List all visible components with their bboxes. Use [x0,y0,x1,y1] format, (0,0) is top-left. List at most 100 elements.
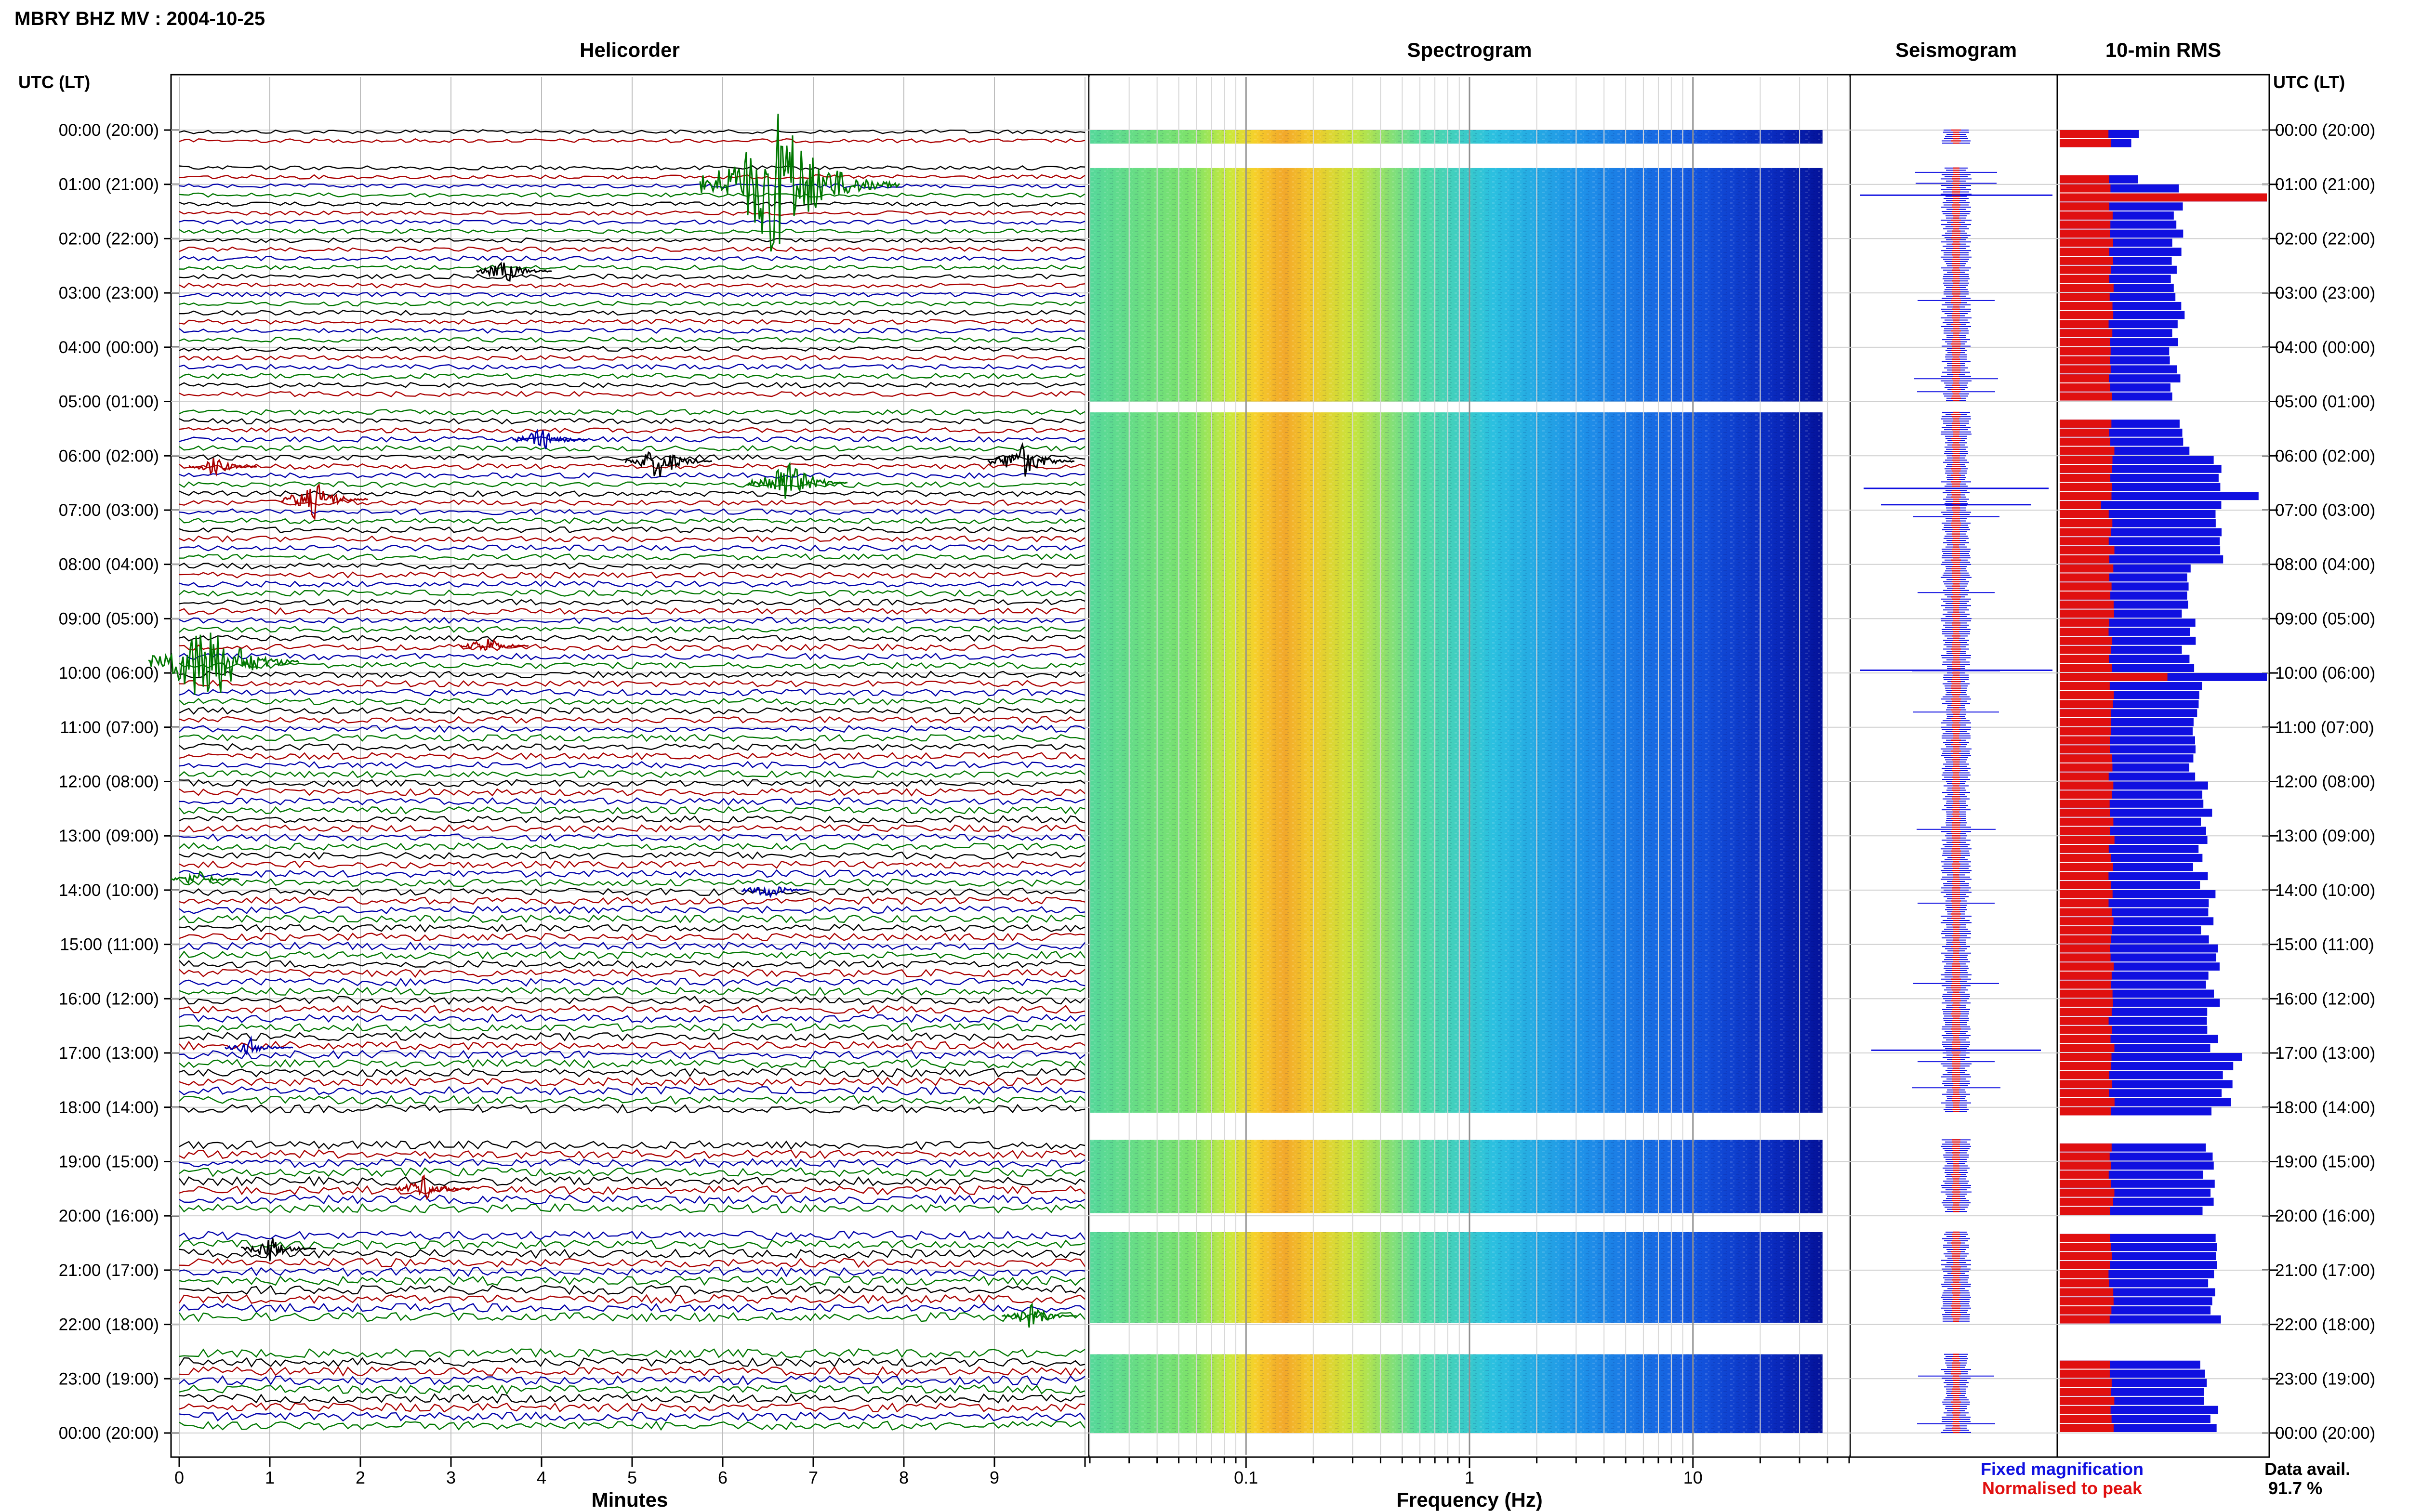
helicorder-trace-line [179,752,1085,760]
rms-normalised-bar [2060,592,2111,600]
helicorder-trace-line [179,806,1085,815]
helicorder-trace-line [179,381,1085,389]
helicorder-trace-line [179,192,1085,198]
helicorder-trace-line [179,734,1085,742]
rms-normalised-bar [2060,700,2113,709]
rms-normalised-bar [2060,1026,2112,1034]
helicorder-trace-line [179,1348,1085,1358]
rms-bars [2060,130,2267,1432]
right-time-tick-8: 08:00 (04:00) [2275,555,2375,574]
helicorder-event-15 [1001,1302,1077,1328]
rms-normalised-bar [2060,501,2101,509]
rms-normalised-bar [2060,718,2111,726]
helicorder-x-tick-6: 6 [718,1468,728,1487]
helicorder-trace-line [179,643,1085,652]
right-time-tick-20: 20:00 (16:00) [2275,1207,2375,1225]
helicorder-trace-line [179,661,1085,670]
helicorder-event-3 [624,451,713,477]
right-time-tick-18: 18:00 (14:00) [2275,1098,2375,1117]
helicorder-event-11 [741,886,810,899]
left-time-tick-4: 04:00 (00:00) [59,338,159,357]
rms-normalised-bar [2060,1016,2109,1025]
rms-normalised-bar [2060,284,2114,292]
rms-normalised-bar [2060,754,2113,763]
rms-normalised-bar [2060,1406,2111,1414]
left-time-tick-20: 20:00 (16:00) [59,1207,159,1225]
helicorder-trace-line [179,463,1085,470]
helicorder-trace-line [179,761,1085,769]
rms-normalised-bar [2060,1062,2112,1070]
helicorder-trace-line [179,364,1085,370]
rms-normalised-bar [2060,175,2109,184]
right-time-tick-1: 01:00 (21:00) [2275,175,2375,194]
helicorder-x-tick-8: 8 [899,1468,909,1487]
spectrogram-block-noise-5 [1090,1354,1823,1433]
helicorder-trace-line [179,1050,1085,1060]
left-time-tick-17: 17:00 (13:00) [59,1044,159,1063]
helicorder-trace-line [179,246,1085,252]
helicorder-trace-line [179,896,1085,906]
helicorder-trace-line [179,652,1085,660]
rms-normalised-bar [2060,248,2109,256]
rms-normalised-bar [2060,564,2114,573]
helicorder-trace-line [179,878,1085,887]
spectrogram-block-noise-1 [1090,168,1823,402]
rms-normalised-bar [2060,655,2109,663]
helicorder-x-tick-0: 0 [174,1468,184,1487]
helicorder-trace-line [179,165,1085,171]
right-time-tick-11: 11:00 (07:00) [2275,718,2374,737]
helicorder-trace-line [179,553,1085,561]
helicorder-event-12 [224,1035,293,1056]
rms-normalised-bar [2060,1071,2109,1079]
right-time-tick-4: 04:00 (00:00) [2275,338,2375,357]
helicorder-trace-line [179,445,1085,452]
left-time-tick-23: 23:00 (19:00) [59,1369,159,1388]
helicorder-trace-line [179,1258,1085,1268]
rms-normalised-bar [2060,130,2109,138]
helicorder-trace-line [179,1203,1085,1214]
helicorder-trace-line [179,255,1085,262]
helicorder-trace-line [179,960,1085,969]
seismogram-panel-title: Seismogram [1895,39,2017,61]
rms-normalised-bar [2060,1161,2111,1170]
rms-normalised-bar [2060,890,2113,898]
helicorder-trace-line [179,1302,1085,1313]
rms-normalised-bar [2060,220,2111,229]
rms-normalised-bar [2060,1388,2111,1396]
helicorder-event-6 [747,461,848,499]
rms-normalised-bar [2060,600,2114,609]
helicorder-x-tick-2: 2 [356,1468,365,1487]
rms-normalised-bar [2060,1360,2110,1369]
rms-normalised-bar [2060,193,2267,202]
rms-normalised-bar [2060,293,2110,301]
rms-normalised-bar [2060,836,2115,844]
helicorder-trace-line [179,1194,1085,1205]
rms-normalised-bar [2060,582,2112,591]
spectrogram-block-noise-4 [1090,1232,1823,1323]
helicorder-trace-line [179,174,1085,180]
rms-normalised-bar [2060,1008,2112,1016]
rms-panel-title: 10-min RMS [2105,39,2221,61]
helicorder-trace-line [179,1104,1085,1114]
helicorder-trace-line [179,544,1085,552]
rms-normalised-bar [2060,447,2115,455]
right-time-tick-3: 03:00 (23:00) [2275,284,2375,302]
rms-normalised-bar [2060,790,2112,799]
helicorder-trace-line [179,328,1085,334]
helicorder-trace-line [179,1249,1085,1259]
helicorder-trace-line [179,237,1085,243]
helicorder-trace-line [179,724,1085,733]
helicorder-trace-line [179,580,1085,588]
rms-normalised-bar [2060,211,2113,220]
spectrogram-block-noise-0 [1090,130,1823,144]
rms-normalised-bar [2060,1288,2114,1297]
helicorder-trace-line [179,391,1085,397]
rms-normalised-bar [2060,1279,2109,1288]
helicorder-trace-line [179,625,1085,633]
rms-normalised-bar [2060,1297,2114,1306]
rms-normalised-bar [2060,844,2109,853]
rms-normalised-bar [2060,573,2109,582]
rms-normalised-bar [2060,265,2111,274]
rms-normalised-bar [2060,374,2109,382]
